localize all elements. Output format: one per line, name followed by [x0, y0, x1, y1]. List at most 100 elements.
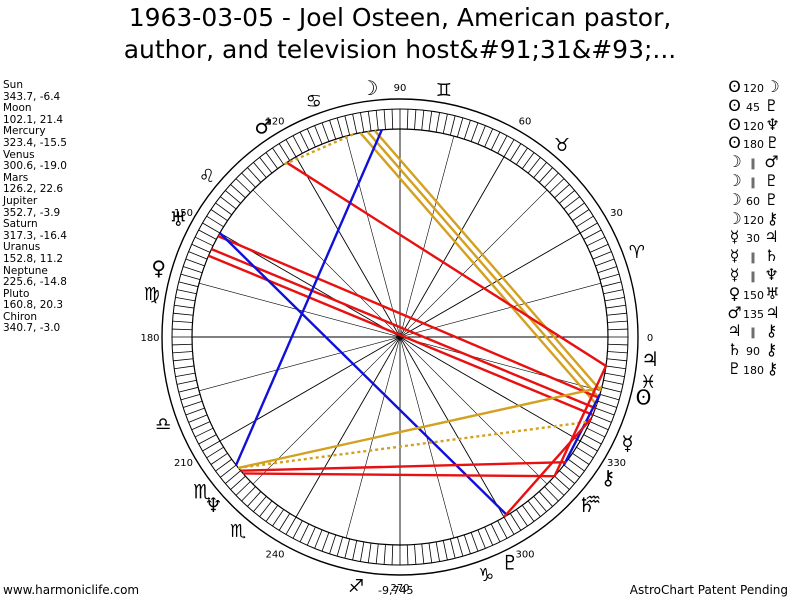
- planet-values: 340.7, -3.0: [3, 322, 61, 335]
- planet-values: 317.3, -16.4: [3, 229, 67, 242]
- degree-tick: [180, 393, 201, 401]
- degree-tick: [470, 122, 479, 142]
- mercury-icon: ☿: [729, 227, 740, 247]
- degree-tick: [421, 543, 425, 564]
- degree-tick: [185, 258, 205, 267]
- degree-tick: [225, 470, 241, 484]
- neptune-icon: ♆: [765, 114, 780, 134]
- neptune-icon: ♆: [764, 264, 779, 284]
- degree-tick: [173, 312, 194, 316]
- degree-tick: [490, 131, 501, 151]
- degree-tick: [253, 496, 267, 512]
- aspect-angle: 30: [746, 232, 760, 246]
- degree-tick: [563, 196, 580, 210]
- degree-tick: [595, 258, 615, 267]
- aspect-line: [243, 472, 555, 478]
- moon-icon: ☽: [727, 170, 742, 190]
- degree-tick: [210, 209, 228, 222]
- aspect-row: ♃ ∥ ⚷: [726, 322, 781, 341]
- pluto-icon: ♀: [151, 256, 166, 280]
- degree-tick: [210, 452, 228, 465]
- moon-icon: ☽: [727, 208, 742, 228]
- aspect-list: ʘ 120☽ ʘ 45 ♇ ʘ 120♆ ʘ 180♇ ☽ ∥ ♂ ☽ ∥ ♇ ☽ 60 ♇ ☽120 ⚷ ☿ 30 ♃ ☿ ∥…: [726, 77, 781, 379]
- degree-tick: [180, 273, 201, 281]
- degree-tick: [360, 541, 365, 562]
- aspect-row: ☽120 ⚷: [726, 208, 781, 229]
- aspect-angle: 120: [743, 119, 764, 133]
- aspect-line: [503, 417, 593, 518]
- aspect-line: [359, 132, 598, 406]
- mercury-icon: ☿: [621, 431, 633, 455]
- degree-tick: [442, 540, 448, 561]
- planet-name: Chiron: [3, 310, 38, 323]
- aspect-line: [366, 130, 600, 399]
- degree-tick: [463, 534, 471, 554]
- degree-tick: [391, 109, 394, 130]
- aspect-angle: ∥: [750, 269, 756, 283]
- website-link[interactable]: www.harmoniclife.com: [3, 583, 140, 597]
- aspect-row: ☿ 30 ♃: [726, 228, 781, 247]
- house-line: [199, 282, 601, 392]
- degree-tick: [360, 112, 365, 133]
- mercury-icon: ☿: [729, 246, 740, 266]
- degree-label: 180: [140, 333, 159, 344]
- mars-icon: ♂: [727, 302, 742, 322]
- degree-tick: [456, 536, 464, 557]
- degree-tick: [579, 222, 598, 234]
- degree-tick: [592, 251, 612, 260]
- aspect-line: [234, 129, 383, 466]
- degree-label: 120: [265, 116, 284, 127]
- zodiac-sign-icon: ♊: [436, 80, 452, 101]
- chiron-icon: ⚷: [766, 358, 779, 378]
- chart-score: -9,745: [378, 584, 414, 597]
- degree-tick: [220, 196, 237, 210]
- aspect-row: ☿ ∥ ♄: [726, 246, 781, 266]
- planet-values: 300.6, -19.0: [3, 160, 67, 173]
- degree-tick: [456, 117, 464, 138]
- mars-icon: ♂: [764, 152, 779, 172]
- aspect-line: [240, 460, 567, 472]
- degree-tick: [241, 172, 256, 188]
- degree-tick: [559, 470, 575, 484]
- degree-tick: [470, 532, 479, 552]
- degree-tick: [503, 139, 515, 158]
- moon-icon: ☽: [727, 189, 742, 209]
- degree-label: 90: [394, 83, 407, 94]
- sun-icon: ʘ: [728, 77, 741, 96]
- degree-tick: [597, 266, 617, 274]
- degree-tick: [202, 222, 221, 234]
- zodiac-sign-icon: ♉: [554, 135, 570, 156]
- degree-tick: [605, 365, 626, 370]
- degree-tick: [176, 379, 197, 385]
- degree-label: 300: [515, 550, 534, 561]
- degree-tick: [215, 202, 232, 216]
- degree-tick: [272, 147, 285, 165]
- degree-tick: [406, 109, 409, 130]
- zodiac-sign-icon: ♈: [629, 242, 645, 263]
- degree-label: 30: [610, 208, 623, 219]
- degree-tick: [375, 543, 379, 564]
- degree-tick: [503, 516, 515, 535]
- degree-tick: [544, 486, 559, 502]
- degree-label: 150: [174, 208, 193, 219]
- degree-tick: [595, 407, 615, 416]
- neptune_sign-icon: ♏: [193, 480, 211, 504]
- degree-tick: [607, 343, 628, 346]
- aspect-angle: 180: [743, 363, 764, 377]
- planet-values: 126.2, 22.6: [3, 183, 64, 196]
- aspect-angle: 60: [746, 194, 760, 208]
- degree-tick: [563, 464, 580, 478]
- degree-tick: [572, 209, 590, 222]
- degree-tick: [599, 393, 620, 401]
- degree-tick: [344, 115, 351, 136]
- degree-label: 330: [607, 458, 626, 469]
- aspect-row: ♇180 ⚷: [726, 358, 781, 379]
- degree-tick: [414, 109, 417, 130]
- degree-tick: [568, 202, 585, 216]
- degree-tick: [383, 109, 386, 130]
- jupiter-icon: ♃: [641, 347, 659, 371]
- degree-tick: [198, 229, 217, 240]
- degree-tick: [336, 117, 344, 138]
- degree-tick: [527, 500, 541, 517]
